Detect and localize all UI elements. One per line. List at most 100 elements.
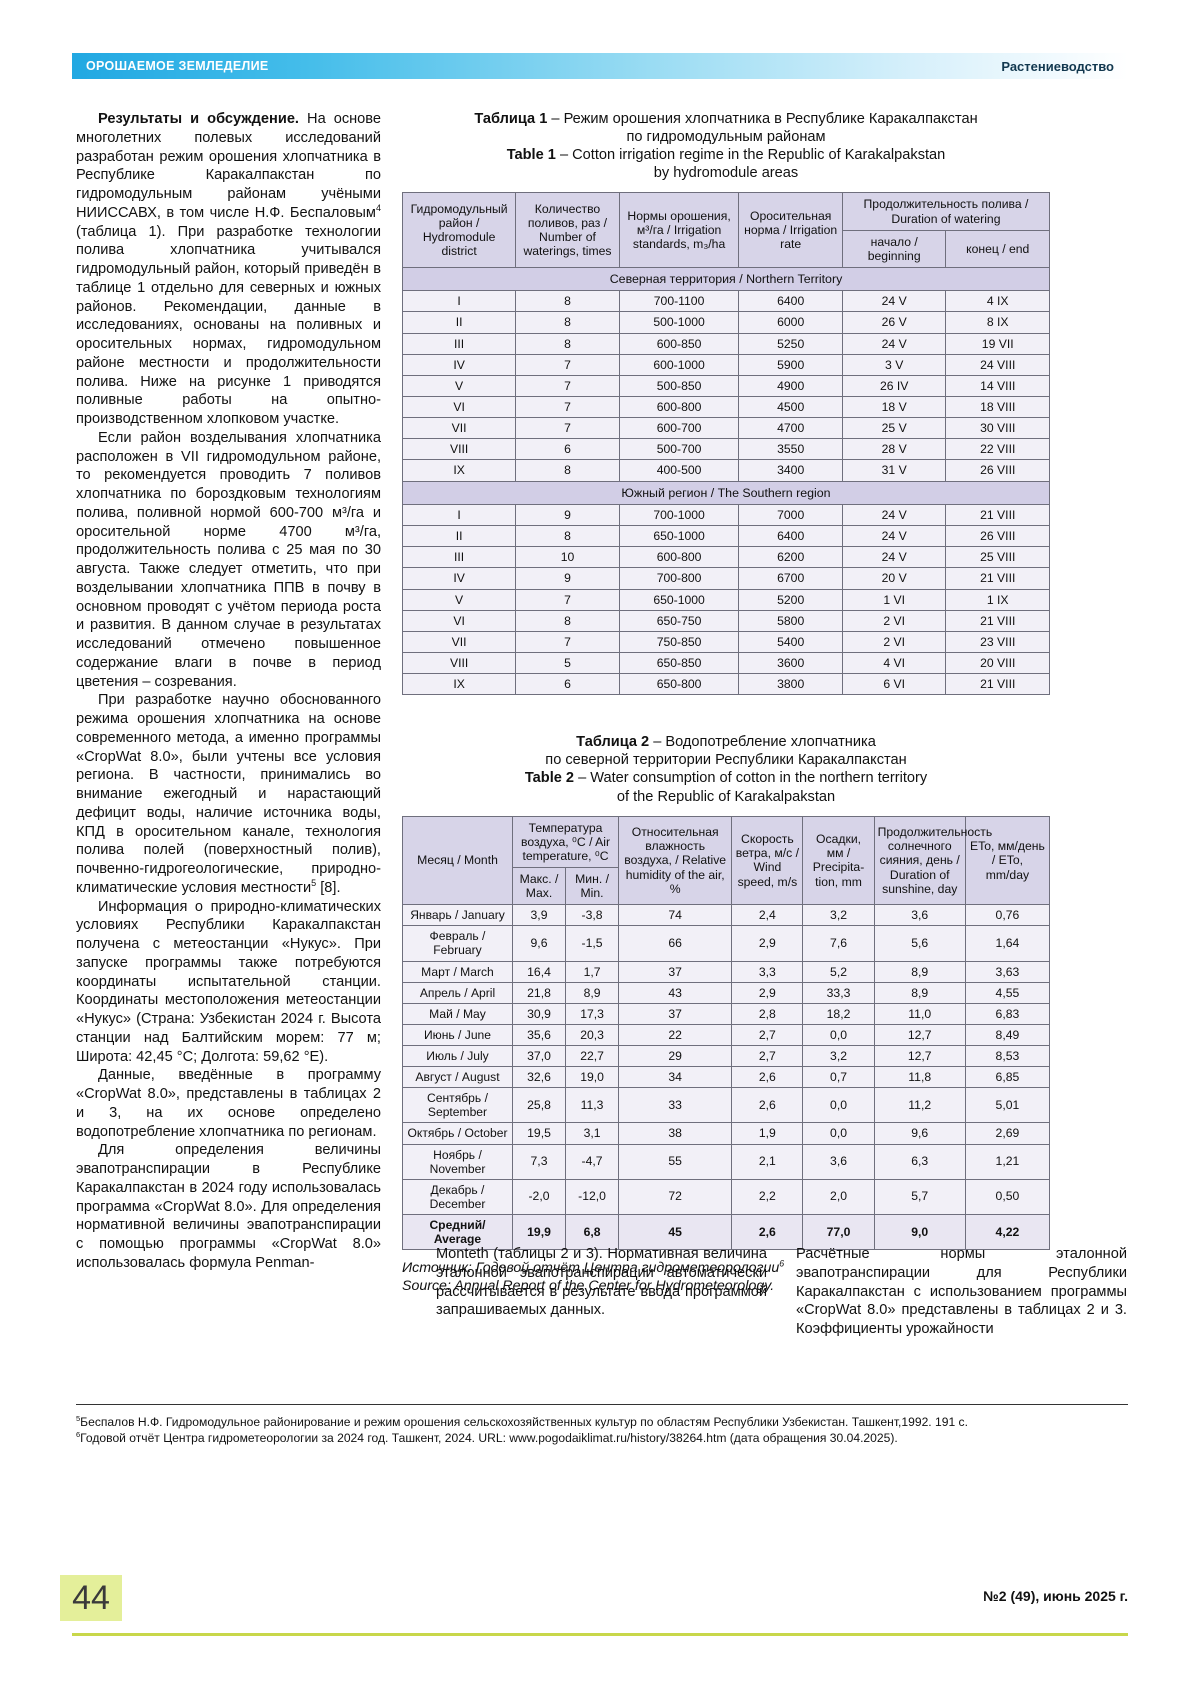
cell-sunshine: 12,7 (873, 1045, 966, 1068)
page-number-badge: 44 (60, 1575, 122, 1621)
cell-standards: 750-850 (618, 630, 740, 653)
table-row: Ноябрь / November 7,3 -4,7 55 2,1 3,6 6,3 1,21 (402, 1143, 1051, 1180)
section-southern-region: Южный регион / The Southern region (402, 480, 1050, 505)
cell-district: I (401, 503, 517, 527)
cell-month: Сентябрь / September (402, 1087, 513, 1124)
cell-temp-max: 9,6 (511, 925, 567, 962)
cell-end: 30 VIII (945, 417, 1050, 440)
cell-temp-min: -12,0 (565, 1178, 620, 1215)
cell-wind: 2,9 (731, 925, 804, 962)
cell-standards: 700-800 (618, 567, 740, 590)
cell-temp-min: -3,8 (565, 904, 620, 927)
cell-district: VI (401, 396, 517, 419)
table-row: IX 8 400-500 3400 31 V 26 VIII (401, 459, 1050, 482)
cell-wind: 2,6 (731, 1066, 804, 1089)
cell-rate: 5250 (738, 332, 843, 355)
cell-waterings: 7 (515, 588, 620, 611)
cell-begin: 24 V (841, 290, 947, 313)
cell-end: 22 VIII (945, 438, 1050, 461)
cell-standards: 650-1000 (618, 525, 740, 548)
th-wind-speed: Скорость ветра, м/с / Wind speed, m/s (731, 815, 804, 906)
issue-label: №2 (49), июнь 2025 г. (983, 1588, 1128, 1604)
tables-area: Таблица 1 – Режим орошения хлопчатника в… (401, 110, 1051, 1295)
footnote-5-text: Беспалов Н.Ф. Гидромодульное районирован… (80, 1415, 968, 1429)
cell-month: Август / August (402, 1066, 513, 1089)
table1-caption-en-label: Table 1 (506, 147, 556, 164)
footnote-5: 5Беспалов Н.Ф. Гидромодульное районирова… (76, 1414, 1128, 1430)
cell-temp-max: 19,5 (511, 1122, 567, 1145)
running-head-section: Растениеводство (1001, 58, 1114, 74)
table2-body: Январь / January 3,9 -3,8 74 2,4 3,2 3,6 0,76 Фе… (402, 904, 1051, 1250)
cell-standards: 500-700 (618, 438, 740, 461)
cell-sunshine: 9,0 (873, 1213, 966, 1250)
table-row-average: Средний/ Average 19,9 6,8 45 2,6 77,0 9,0 4,22 (402, 1213, 1051, 1250)
cell-temp-min: 17,3 (565, 1002, 620, 1025)
cell-precip: 3,2 (802, 904, 875, 927)
table1-header-row-1: Гидромодульный район / Hydromodule distr… (401, 192, 1051, 268)
cell-precip: 18,2 (802, 1002, 875, 1025)
cell-end: 18 VIII (945, 396, 1050, 419)
cell-temp-min: 20,3 (565, 1023, 620, 1047)
cell-begin: 24 V (841, 525, 947, 548)
cell-end: 21 VIII (945, 609, 1050, 632)
cell-precip: 0,0 (802, 1122, 875, 1145)
table-row: Август / August 32,6 19,0 34 2,6 0,7 11,8 6,85 (402, 1066, 1051, 1089)
th-temp-max: Макс. / Max. (511, 867, 567, 906)
cell-begin: 25 V (841, 417, 947, 440)
cell-standards: 650-750 (618, 609, 740, 632)
cell-begin: 20 V (841, 567, 947, 590)
cell-end: 20 VIII (945, 651, 1050, 675)
paragraph-4: Информация о природно-климатических усло… (76, 898, 381, 1065)
table-row: III 8 600-850 5250 24 V 19 VII (401, 332, 1050, 355)
cell-rate: 3600 (738, 651, 843, 675)
footnote-marker-6: 6 (779, 1257, 785, 1268)
table-row: Февраль / February 9,6 -1,5 66 2,9 7,6 5,6 1,64 (402, 925, 1051, 962)
paragraph-2: Если район возделывания хлопчатника расп… (76, 429, 381, 690)
table2-header-row-2: Макс. / Max. Мин. / Min. (403, 867, 1050, 906)
cell-humidity: 29 (618, 1045, 733, 1068)
cell-temp-max: 21,8 (511, 981, 567, 1004)
table-row: V 7 650-1000 5200 1 VI 1 IX (401, 588, 1050, 611)
footnotes-block: 5Беспалов Н.Ф. Гидромодульное районирова… (76, 1414, 1128, 1446)
paragraph-6: Для определения величины эвапотранспирац… (76, 1142, 381, 1271)
cell-precip: 0,0 (802, 1023, 875, 1047)
lower-column-1 (76, 1245, 407, 1339)
table1-head: Гидромодульный район / Hydromodule distr… (401, 192, 1051, 268)
cell-rate: 4700 (738, 417, 843, 440)
cell-end: 24 VIII (945, 353, 1050, 376)
table-row: Июнь / June 35,6 20,3 22 2,7 0,0 12,7 8,49 (402, 1023, 1051, 1047)
lower-text-columns: Monteth (таблицы 2 и 3). Нормативная вел… (76, 1245, 1128, 1339)
cell-humidity: 34 (618, 1066, 733, 1089)
cell-standards: 500-1000 (618, 311, 740, 334)
cell-end: 1 IX (945, 588, 1050, 611)
cell-begin: 2 VI (841, 609, 947, 632)
th-eto: ETo, мм/день / ETo, mm/day (964, 815, 1051, 906)
footnote-marker-4: 4 (375, 202, 381, 213)
cell-month: Февраль / February (402, 925, 513, 962)
cell-precip: 5,2 (802, 960, 875, 983)
cell-sunshine: 9,6 (873, 1122, 966, 1145)
cell-precip: 0,0 (802, 1087, 875, 1124)
cell-end: 23 VIII (945, 630, 1050, 653)
th-number-of-waterings: Количество поливов, раз / Number of wate… (515, 192, 620, 268)
cell-begin: 28 V (841, 438, 947, 461)
cell-temp-min: 19,0 (565, 1066, 620, 1089)
table2-caption-ru: – Водопотребление хлопчатника (649, 734, 876, 751)
table1-caption-ru-label: Таблица 1 (474, 111, 548, 127)
cell-temp-max: 19,9 (511, 1213, 567, 1250)
cell-rate: 4500 (738, 396, 843, 419)
cell-eto: 8,53 (964, 1045, 1051, 1068)
table1-caption-ru: – Режим орошения хлопчатника в Республик… (547, 111, 978, 127)
cell-temp-min: -4,7 (565, 1143, 620, 1180)
table-row: Январь / January 3,9 -3,8 74 2,4 3,2 3,6 0,76 (402, 904, 1051, 927)
cell-eto: 4,55 (964, 981, 1051, 1004)
th-duration-of-watering: Продолжительность полива / Duration of w… (841, 192, 1051, 231)
cell-eto: 1,64 (964, 925, 1051, 962)
cell-temp-max: 25,8 (511, 1087, 567, 1124)
cell-humidity: 66 (618, 925, 733, 962)
th-precipitation: Осадки, мм / Precipita-tion, mm (802, 815, 875, 906)
th-temp-min: Мин. / Min. (565, 867, 620, 906)
cell-humidity: 22 (618, 1023, 733, 1047)
cell-begin: 26 V (841, 311, 947, 334)
